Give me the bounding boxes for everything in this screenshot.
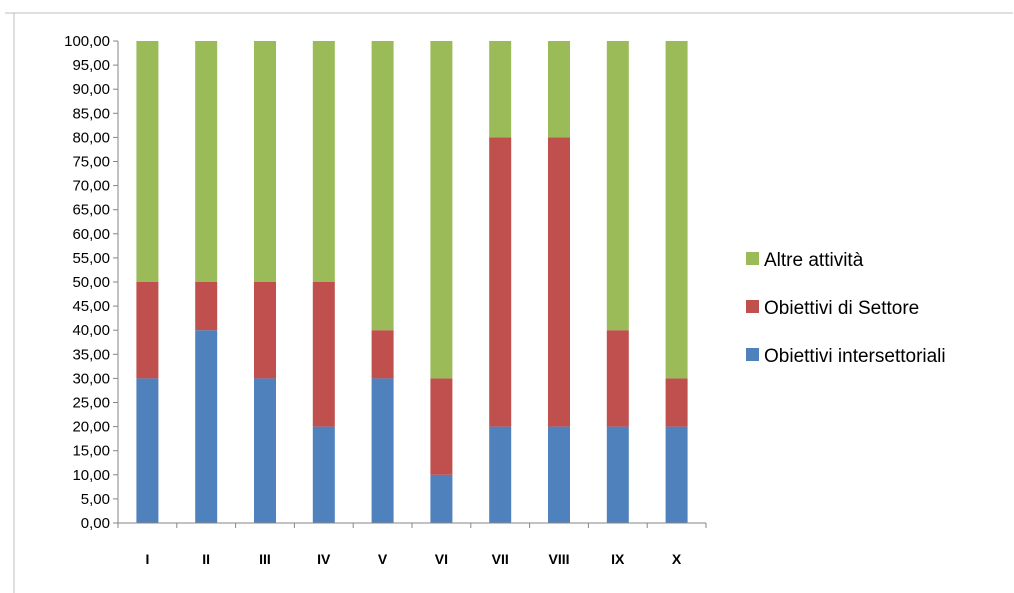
y-tick-label: 95,00 (72, 57, 110, 74)
y-tick-label: 65,00 (72, 202, 110, 219)
bar-segment-obiettivi-intersettoriali-vii (489, 426, 512, 523)
bar-segment-altre-attivit-ix (606, 41, 629, 331)
x-category-label: VII (492, 551, 509, 567)
bar-segment-obiettivi-intersettoriali-i (136, 378, 159, 523)
x-category-label: V (378, 551, 388, 567)
bar-segment-obiettivi-intersettoriali-vi (430, 474, 453, 523)
y-tick-label: 35,00 (72, 346, 110, 363)
bar-segment-altre-attivit-i (136, 41, 159, 282)
y-tick-label: 50,00 (72, 274, 110, 291)
x-category-label: I (145, 551, 149, 567)
y-tick-label: 5,00 (81, 491, 110, 508)
bar-segment-altre-attivit-iv (312, 41, 335, 282)
y-tick-label: 85,00 (72, 105, 110, 122)
legend-swatch-obiettivi-intersettoriali (746, 348, 759, 361)
y-tick-label: 55,00 (72, 250, 110, 267)
bar-segment-altre-attivit-ii (195, 41, 218, 282)
bar-segment-altre-attivit-x (665, 41, 688, 379)
legend-swatch-obiettivi-di-settore (746, 300, 759, 313)
bar-segment-altre-attivit-vi (430, 41, 453, 379)
x-category-label: VIII (548, 551, 569, 567)
bar-segment-obiettivi-di-settore-iv (312, 282, 335, 427)
y-tick-label: 70,00 (72, 178, 110, 195)
bar-segment-obiettivi-di-settore-iii (254, 282, 276, 379)
x-category-label: X (672, 551, 682, 567)
bar-segment-altre-attivit-viii (548, 41, 570, 138)
bar-segment-obiettivi-di-settore-x (665, 378, 688, 427)
bar-segment-obiettivi-intersettoriali-v (371, 378, 394, 523)
y-tick-label: 15,00 (72, 443, 110, 460)
y-tick-label: 90,00 (72, 81, 110, 98)
bar-segment-obiettivi-di-settore-ix (606, 330, 629, 427)
y-tick-label: 20,00 (72, 419, 110, 436)
x-category-label: VI (435, 551, 448, 567)
y-tick-label: 45,00 (72, 298, 110, 315)
bar-segment-altre-attivit-iii (254, 41, 276, 282)
bar-segment-obiettivi-di-settore-v (371, 330, 394, 379)
bar-segment-obiettivi-intersettoriali-ix (606, 426, 629, 523)
bar-segment-altre-attivit-vii (489, 41, 512, 138)
bar-segment-obiettivi-intersettoriali-viii (548, 426, 570, 523)
y-tick-label: 75,00 (72, 154, 110, 171)
legend: Altre attività Obiettivi di Settore Obiett… (746, 250, 946, 367)
y-tick-label: 10,00 (72, 467, 110, 484)
legend-label-obiettivi-di-settore: Obiettivi di Settore (764, 298, 919, 319)
bar-segment-obiettivi-di-settore-viii (548, 137, 570, 427)
y-tick-label: 60,00 (72, 226, 110, 243)
y-tick-label: 100,00 (64, 33, 110, 50)
bar-segment-obiettivi-di-settore-vi (430, 378, 453, 475)
x-category-label: IX (611, 551, 625, 567)
x-category-label: III (259, 551, 271, 567)
bar-segment-obiettivi-intersettoriali-iii (254, 378, 276, 523)
bar-segment-obiettivi-di-settore-i (136, 282, 159, 379)
legend-swatch-altre-attivit (746, 252, 759, 265)
x-category-label: IV (317, 551, 331, 567)
bar-segment-obiettivi-intersettoriali-x (665, 426, 688, 523)
x-category-label: II (202, 551, 210, 567)
bar-segment-obiettivi-di-settore-ii (195, 282, 218, 331)
y-tick-label: 30,00 (72, 370, 110, 387)
bar-segment-altre-attivit-v (371, 41, 394, 331)
y-tick-label: 40,00 (72, 322, 110, 339)
y-tick-label: 80,00 (72, 129, 110, 146)
legend-label-altre-attivit: Altre attività (764, 250, 864, 271)
y-tick-label: 25,00 (72, 395, 110, 412)
y-tick-label: 0,00 (81, 515, 110, 532)
bar-segment-obiettivi-intersettoriali-iv (312, 426, 335, 523)
bar-segment-obiettivi-di-settore-vii (489, 137, 512, 427)
plot-area: 0,00 5,00 10,00 15,00 20,00 25,00 30,00 35,00 40… (64, 33, 707, 567)
legend-label-obiettivi-intersettoriali: Obiettivi intersettoriali (764, 346, 946, 367)
bar-segment-obiettivi-intersettoriali-ii (195, 330, 218, 523)
